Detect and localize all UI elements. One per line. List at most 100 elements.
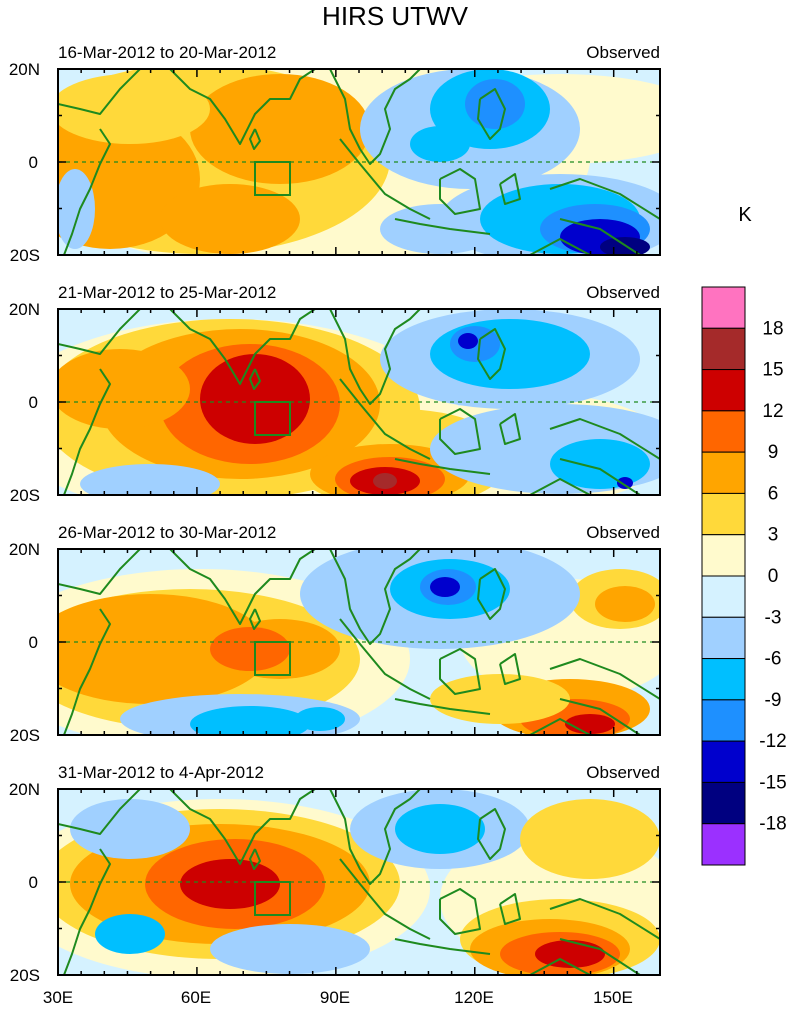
colorbar-swatch: [701, 616, 746, 660]
anomaly-contour: [410, 126, 470, 162]
anomaly-contour: [430, 674, 570, 724]
colorbar-label: -6: [765, 649, 782, 670]
lat-label: 0: [29, 393, 38, 412]
axis-ticks: [57, 548, 661, 736]
anomaly-contour: [58, 74, 210, 144]
lat-label: 20S: [10, 486, 40, 505]
coastline: [169, 789, 316, 865]
colorbar-swatch: [701, 451, 746, 494]
map-panel-2: 21-Mar-2012 to 25-Mar-2012 Observed: [57, 283, 661, 496]
lon-labels: 30E 60E 90E 120E 150E: [43, 988, 633, 1007]
colorbar-swatch: [701, 534, 746, 577]
lat-label: 20N: [9, 540, 40, 559]
anomaly-contour: [295, 707, 345, 731]
coastline: [499, 653, 521, 685]
coastline: [477, 88, 506, 140]
coastline: [58, 69, 141, 115]
colorbar-label: 15: [762, 360, 783, 381]
colorbar-label: 6: [768, 483, 779, 504]
anomaly-contour: [550, 439, 650, 489]
panel-date-range: 31-Mar-2012 to 4-Apr-2012: [58, 763, 264, 782]
colorbar-swatch: [701, 699, 746, 742]
map-panel-3: 26-Mar-2012 to 30-Mar-2012 Observed: [57, 523, 661, 736]
anomaly-contour: [617, 477, 633, 489]
coastline: [169, 69, 316, 145]
coastline: [499, 173, 521, 205]
lat-label: 20N: [9, 60, 40, 79]
anomaly-contour: [210, 627, 290, 671]
coastline: [499, 893, 521, 925]
coastline: [63, 128, 111, 255]
coastline: [559, 698, 641, 735]
region-box: [254, 881, 291, 916]
coastline: [529, 478, 591, 495]
anomaly-contour: [373, 473, 397, 489]
anomaly-contour: [70, 799, 190, 859]
colorbar-swatch: [701, 286, 746, 329]
colorbar-unit: K: [738, 204, 752, 226]
anomaly-contour: [190, 74, 370, 184]
lat-labels-4: 20N 0 20S: [9, 780, 40, 985]
panel-date-range: 21-Mar-2012 to 25-Mar-2012: [58, 283, 276, 302]
coastline: [58, 789, 141, 835]
coastline: [329, 69, 421, 165]
lat-label: 20N: [9, 780, 40, 799]
colorbar: 18 15 12 9 6 3 0 -3 -6 -9 -12 -15 -18: [701, 286, 787, 866]
region-box: [254, 401, 291, 436]
panel-label: Observed: [586, 763, 660, 782]
coastlines: [58, 549, 660, 735]
coastline: [394, 458, 491, 475]
coastline: [63, 608, 111, 735]
coastline: [439, 408, 481, 455]
coastline: [559, 938, 641, 975]
colorbar-label: 0: [768, 566, 779, 587]
anomaly-contour: [458, 333, 478, 349]
axis-ticks: [57, 788, 661, 976]
anomaly-contour: [210, 924, 370, 974]
anomaly-contour: [80, 464, 220, 495]
region-box: [254, 641, 291, 676]
coastline: [249, 368, 261, 390]
colorbar-label: 9: [768, 442, 779, 463]
coastline: [559, 218, 641, 255]
figure-title: HIRS UTWV: [322, 1, 469, 31]
anomaly-contour: [380, 204, 500, 254]
coastline: [549, 658, 660, 700]
coastline: [339, 378, 431, 460]
lon-label: 120E: [454, 988, 494, 1007]
axis-ticks: [57, 308, 661, 496]
colorbar-label: -9: [765, 690, 782, 711]
map-field: [58, 789, 660, 975]
anomaly-contour: [465, 79, 525, 129]
anomaly-contour: [180, 859, 280, 909]
anomaly-contour: [58, 169, 95, 249]
anomaly-contour: [430, 319, 590, 389]
coastline: [477, 568, 506, 620]
colorbar-label: -12: [759, 731, 786, 752]
coastline: [58, 549, 141, 595]
coastline: [394, 698, 491, 715]
colorbar-swatch: [701, 658, 746, 701]
coastline: [499, 413, 521, 445]
coastline: [58, 309, 141, 355]
coastline: [169, 549, 316, 625]
anomaly-contour: [535, 940, 605, 968]
lat-label: 20S: [10, 246, 40, 265]
coastline: [439, 648, 481, 695]
lat-label: 20S: [10, 966, 40, 985]
colorbar-label: 3: [768, 525, 779, 546]
region-box: [254, 161, 291, 196]
coastline: [394, 218, 491, 235]
coastline: [329, 549, 421, 645]
lat-label: 0: [29, 873, 38, 892]
coastline: [477, 328, 506, 380]
colorbar-swatch: [701, 781, 746, 825]
panel-label: Observed: [586, 523, 660, 542]
panel-label: Observed: [586, 43, 660, 62]
colorbar-label: -15: [759, 772, 786, 793]
anomaly-contour: [520, 799, 660, 879]
anomaly-contour: [58, 349, 190, 429]
anomaly-contour: [595, 586, 655, 622]
lon-label: 150E: [593, 988, 633, 1007]
